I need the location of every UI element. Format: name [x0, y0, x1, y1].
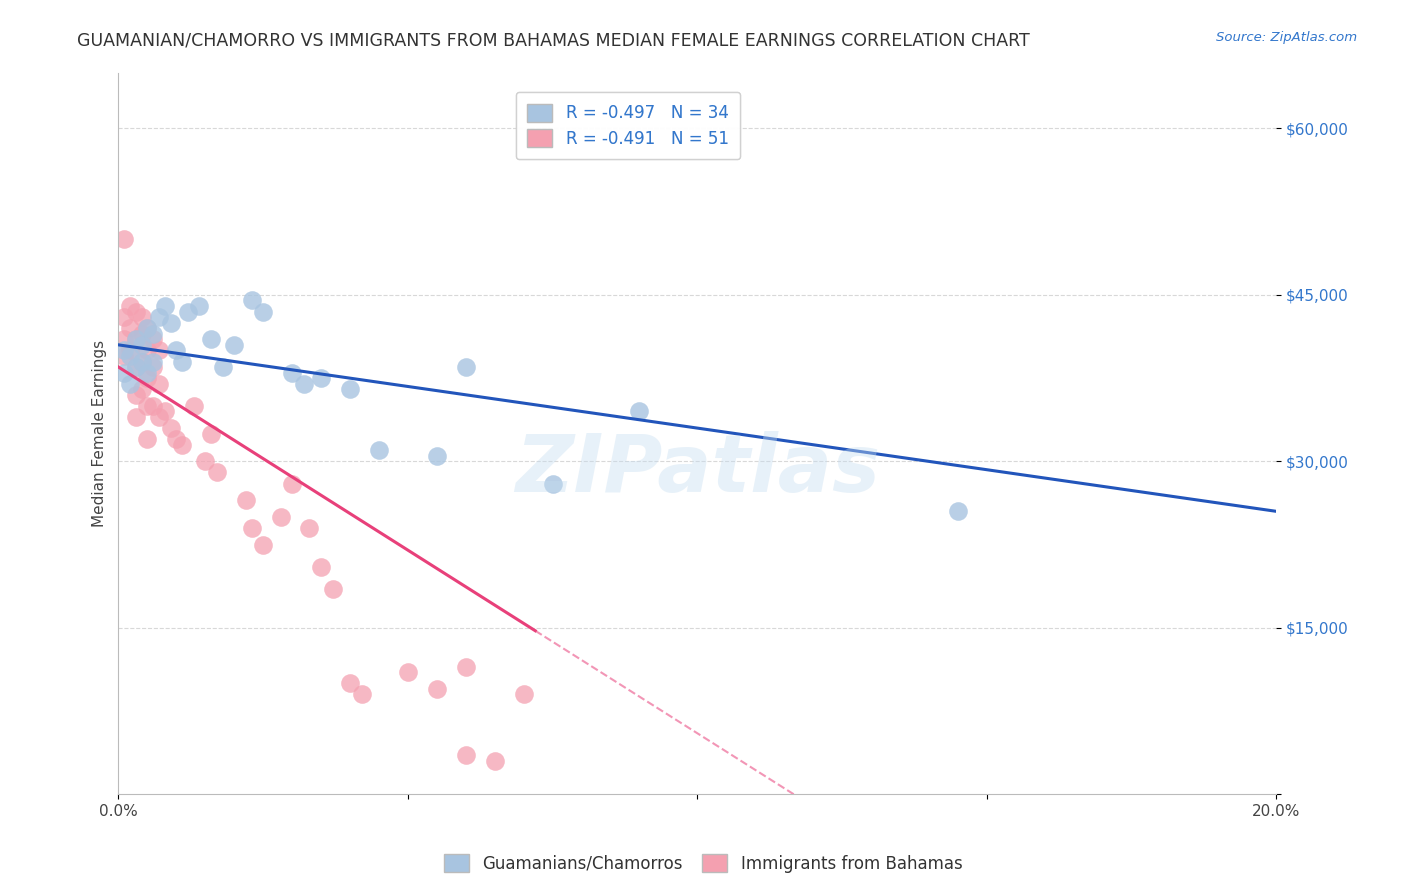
Point [252, 538, 274, 552]
Point [142, 359, 165, 374]
Point [125, 409, 148, 424]
Point [224, 338, 246, 352]
Point [309, 371, 332, 385]
Point [136, 432, 159, 446]
Point [136, 321, 159, 335]
Point [131, 382, 153, 396]
Point [183, 399, 205, 413]
Point [125, 304, 148, 318]
Point [118, 376, 141, 391]
Point [339, 676, 361, 690]
Point [292, 376, 315, 391]
Point [159, 316, 181, 330]
Point [131, 326, 153, 341]
Point [125, 332, 148, 346]
Point [136, 343, 159, 358]
Point [136, 366, 159, 380]
Point [200, 332, 222, 346]
Point [281, 476, 304, 491]
Point [194, 454, 217, 468]
Point [148, 310, 170, 325]
Point [148, 376, 170, 391]
Point [118, 349, 141, 363]
Point [188, 299, 211, 313]
Point [118, 321, 141, 335]
Point [142, 332, 165, 346]
Point [112, 332, 135, 346]
Point [484, 754, 506, 768]
Point [270, 509, 292, 524]
Point [112, 310, 135, 325]
Text: Source: ZipAtlas.com: Source: ZipAtlas.com [1216, 31, 1357, 45]
Point [131, 354, 153, 368]
Point [946, 504, 969, 518]
Point [426, 681, 449, 696]
Point [118, 343, 141, 358]
Point [396, 665, 419, 680]
Point [142, 326, 165, 341]
Point [165, 432, 187, 446]
Point [112, 366, 135, 380]
Point [172, 354, 194, 368]
Point [281, 366, 304, 380]
Point [118, 299, 141, 313]
Point [125, 332, 148, 346]
Point [454, 748, 477, 763]
Point [252, 304, 274, 318]
Point [136, 399, 159, 413]
Point [177, 304, 200, 318]
Point [148, 409, 170, 424]
Point [112, 232, 135, 246]
Point [309, 559, 332, 574]
Point [125, 388, 148, 402]
Point [148, 343, 170, 358]
Point [322, 582, 344, 596]
Point [235, 493, 257, 508]
Point [368, 443, 391, 458]
Point [205, 466, 228, 480]
Point [240, 293, 263, 308]
Point [142, 354, 165, 368]
Y-axis label: Median Female Earnings: Median Female Earnings [93, 340, 107, 527]
Point [153, 404, 176, 418]
Point [172, 438, 194, 452]
Point [211, 359, 233, 374]
Point [454, 359, 477, 374]
Point [298, 521, 321, 535]
Text: GUAMANIAN/CHAMORRO VS IMMIGRANTS FROM BAHAMAS MEDIAN FEMALE EARNINGS CORRELATION: GUAMANIAN/CHAMORRO VS IMMIGRANTS FROM BA… [77, 31, 1031, 49]
Point [426, 449, 449, 463]
Point [125, 359, 148, 374]
Point [136, 321, 159, 335]
Point [112, 349, 135, 363]
Point [240, 521, 263, 535]
Legend: Guamanians/Chamorros, Immigrants from Bahamas: Guamanians/Chamorros, Immigrants from Ba… [437, 847, 969, 880]
Point [159, 421, 181, 435]
Point [112, 343, 135, 358]
Text: ZIPatlas: ZIPatlas [515, 431, 880, 508]
Point [165, 343, 187, 358]
Point [200, 426, 222, 441]
Point [142, 399, 165, 413]
Point [131, 310, 153, 325]
Point [131, 338, 153, 352]
Legend: R = -0.497   N = 34, R = -0.491   N = 51: R = -0.497 N = 34, R = -0.491 N = 51 [516, 92, 740, 160]
Point [350, 688, 373, 702]
Point [125, 359, 148, 374]
Point [136, 371, 159, 385]
Point [339, 382, 361, 396]
Point [628, 404, 651, 418]
Point [153, 299, 176, 313]
Point [454, 659, 477, 673]
Point [541, 476, 564, 491]
Point [131, 354, 153, 368]
Point [512, 688, 534, 702]
